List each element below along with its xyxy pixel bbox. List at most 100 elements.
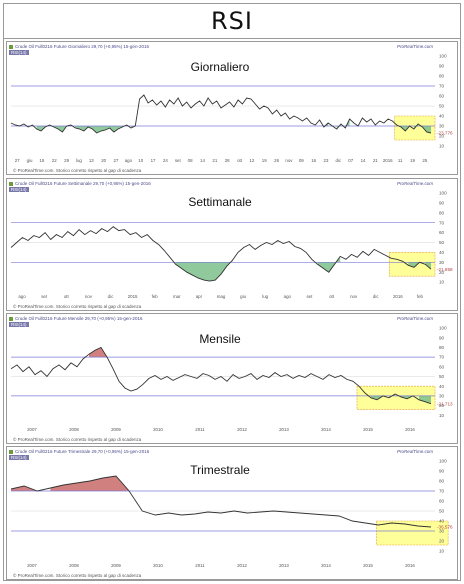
panel-title: Trimestrale: [190, 463, 250, 477]
x-tick-label: 28: [225, 158, 230, 163]
x-tick-label: 2013: [279, 563, 289, 568]
x-tick-label: 2009: [111, 563, 121, 568]
rsi-line: [10, 346, 432, 405]
x-tick-label: 2014: [321, 427, 331, 432]
x-tick-label: nov: [285, 158, 293, 163]
x-tick-label: 2009: [111, 427, 121, 432]
x-tick-label: 14: [361, 158, 366, 163]
x-tick-label: nov: [85, 294, 93, 299]
y-tick-label: 60: [439, 230, 445, 235]
x-tick-label: 2015: [363, 563, 373, 568]
rsi-chart-svg: 10 20 30 40 50 60 70 80 90 100 -21,713 2007 2008 2009…: [10, 326, 453, 432]
x-tick-label: 2015: [363, 427, 373, 432]
x-tick-label: mar: [173, 294, 181, 299]
header-brand: ProRealTime.com: [397, 181, 433, 186]
x-tick-label: feb: [152, 294, 159, 299]
oversold-area: [401, 126, 410, 131]
panel-footer: © ProRealTime.com. Storico corretto risp…: [13, 573, 142, 578]
y-tick-label: 80: [439, 479, 445, 484]
y-tick-label: 60: [439, 364, 445, 369]
x-tick-label: 08: [188, 158, 193, 163]
rsi-panel-giornaliero: Crude Oil Full0216 Future Giornaliero 29…: [6, 41, 458, 175]
x-tick-label: 2007: [27, 563, 37, 568]
x-tick-label: 24: [163, 158, 168, 163]
y-tick-label: 40: [439, 114, 445, 119]
x-tick-label: 2010: [153, 563, 163, 568]
x-tick-label: 14: [200, 158, 205, 163]
x-tick-label: 16: [311, 158, 316, 163]
y-tick-label: 70: [439, 84, 445, 89]
rsi-panel-trimestrale: Crude Oil Full0216 Future Trimestrale 29…: [6, 446, 458, 580]
y-tick-label: 10: [439, 144, 445, 149]
x-tick-label: 29: [64, 158, 69, 163]
y-tick-label: 100: [439, 326, 447, 331]
rsi-line: [10, 226, 432, 282]
y-tick-label: 100: [439, 54, 447, 59]
x-tick-label: 21: [212, 158, 217, 163]
x-tick-label: ott: [64, 294, 70, 299]
y-tick-label: 30: [439, 124, 445, 129]
rsi-panel-mensile: Crude Oil Full0216 Future Mensile 29,70 …: [6, 313, 458, 444]
panel-footer: © ProRealTime.com. Storico corretto risp…: [13, 304, 142, 309]
x-tick-label: 2008: [69, 563, 79, 568]
y-tick-label: 70: [439, 220, 445, 225]
x-tick-label: ott: [237, 158, 243, 163]
overbought-area: [50, 476, 130, 491]
x-tick-label: 17: [151, 158, 156, 163]
x-tick-label: 21: [373, 158, 378, 163]
x-tick-label: nov: [350, 294, 358, 299]
y-tick-label: 50: [439, 104, 445, 109]
x-tick-label: set: [306, 294, 313, 299]
indicator-tag: RSI(14): [9, 455, 29, 460]
x-tick-label: 2016: [393, 294, 403, 299]
x-tick-label: 10: [138, 158, 143, 163]
y-tick-label: 50: [439, 240, 445, 245]
last-value-label: -21,858: [437, 267, 453, 272]
x-tick-label: 2012: [237, 563, 247, 568]
oversold-area: [36, 125, 50, 131]
x-tick-label: 07: [348, 158, 353, 163]
y-tick-label: 80: [439, 210, 445, 215]
x-tick-label: mag: [217, 294, 226, 299]
x-tick-label: ott: [329, 294, 335, 299]
x-tick-label: dic: [373, 294, 379, 299]
rsi-chart-svg: 10 20 30 40 50 60 70 80 90 100 -21,858 ago set ott nov…: [10, 191, 453, 299]
instrument-icon: [9, 316, 13, 321]
y-tick-label: 20: [439, 403, 445, 408]
y-tick-label: 60: [439, 499, 445, 504]
y-tick-label: 90: [439, 469, 445, 474]
x-tick-label: 19: [410, 158, 415, 163]
x-tick-label: 2013: [279, 427, 289, 432]
panel-header: Crude Oil Full0216 Future Mensile 29,70 …: [9, 316, 142, 321]
oversold-area: [317, 256, 341, 273]
y-tick-label: 80: [439, 345, 445, 350]
panel-header: Crude Oil Full0216 Future Settimanale 29…: [9, 181, 151, 186]
x-tick-label: 23: [324, 158, 329, 163]
oversold-area: [401, 395, 413, 399]
y-tick-label: 50: [439, 374, 445, 379]
last-value-label: -36,576: [437, 525, 453, 530]
x-tick-label: lug: [76, 158, 82, 163]
x-tick-label: ago: [284, 294, 292, 299]
y-tick-label: 90: [439, 201, 445, 206]
y-tick-label: 80: [439, 74, 445, 79]
y-tick-label: 10: [439, 549, 445, 554]
y-tick-label: 70: [439, 489, 445, 494]
instrument-icon: [9, 44, 13, 49]
y-tick-label: 90: [439, 64, 445, 69]
rsi-line: [10, 94, 432, 134]
x-tick-label: giu: [240, 294, 246, 299]
x-tick-label: 2014: [321, 563, 331, 568]
overbought-area: [89, 347, 107, 358]
panel-header: Crude Oil Full0216 Future Giornaliero 29…: [9, 44, 149, 49]
x-tick-label: 26: [274, 158, 279, 163]
oversold-area: [422, 126, 431, 133]
y-tick-label: 90: [439, 335, 445, 340]
y-tick-label: 20: [439, 134, 445, 139]
y-tick-label: 50: [439, 509, 445, 514]
x-tick-label: 13: [89, 158, 94, 163]
x-tick-label: 15: [39, 158, 44, 163]
x-tick-label: 2015: [128, 294, 138, 299]
rsi-chart-svg: 10 20 30 40 50 60 70 80 90 100 -36,576 2007 2008 2009…: [10, 459, 453, 568]
oversold-area: [419, 395, 431, 404]
